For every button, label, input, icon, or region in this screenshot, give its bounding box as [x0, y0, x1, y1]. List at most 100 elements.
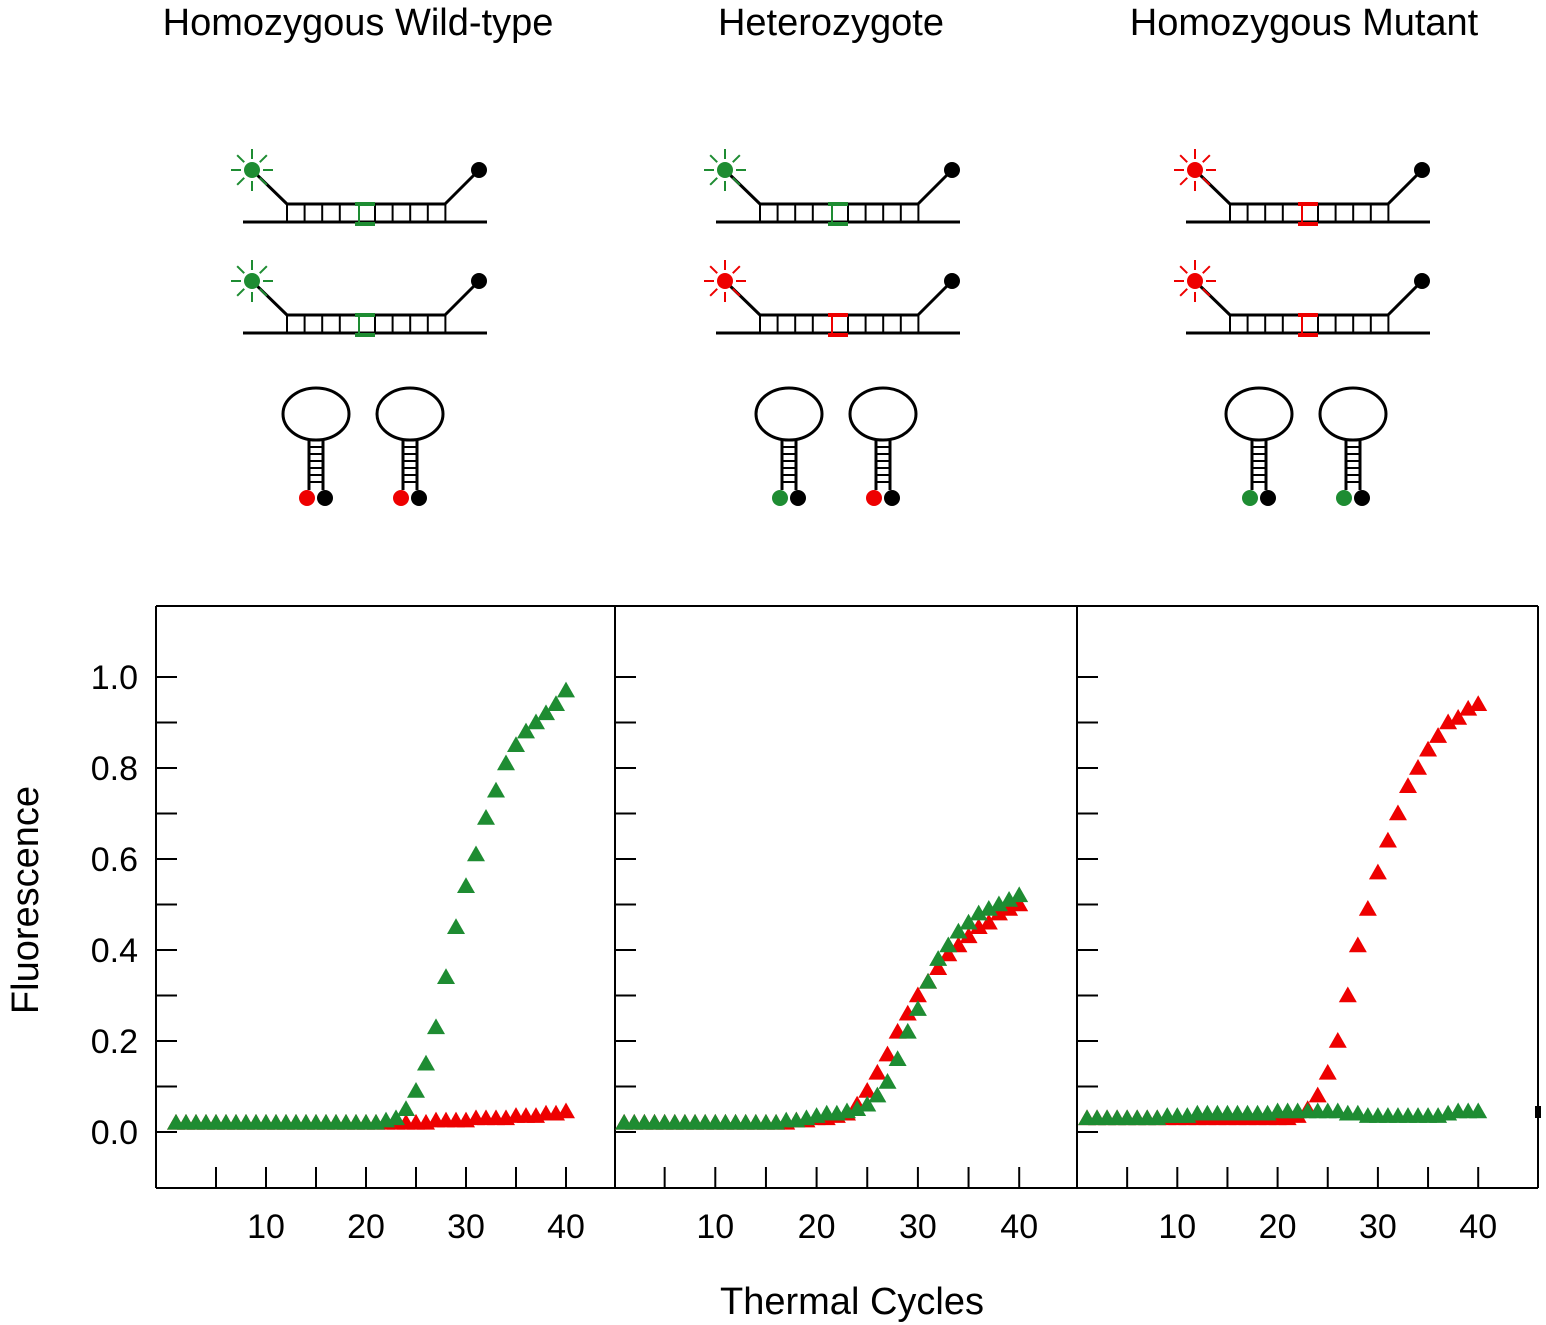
- fluorescence-burst-ray: [236, 177, 245, 186]
- beacon-fluorophore: [772, 490, 788, 506]
- data-point-triangle: [848, 1100, 867, 1116]
- x-tick-label: 30: [447, 1208, 485, 1246]
- fluorescence-burst-ray: [709, 265, 718, 274]
- free-molecular-beacon: [848, 386, 918, 506]
- beacon-loop: [848, 386, 918, 442]
- data-point-triangle: [1388, 804, 1407, 821]
- data-point-triangle: [929, 950, 948, 966]
- fluorescence-burst-ray: [709, 177, 718, 186]
- probe-arm-left: [1193, 279, 1232, 317]
- fluorescence-burst-ray: [236, 288, 245, 297]
- beacon-quencher: [790, 490, 806, 506]
- fluorescence-burst-ray: [1179, 154, 1188, 163]
- beacon-fluorophore: [1242, 490, 1258, 506]
- data-point-triangle: [1439, 713, 1458, 730]
- fluorophore: [717, 273, 733, 289]
- data-point-triangle: [989, 904, 1008, 921]
- data-point-triangle: [1449, 708, 1468, 725]
- data-point-triangle: [1338, 986, 1357, 1003]
- data-point-triangle: [467, 845, 485, 862]
- data-point-triangle: [417, 1054, 435, 1071]
- panel-title-heterozygote: Heterozygote: [717, 2, 944, 44]
- free-molecular-beacon: [1318, 386, 1388, 506]
- data-point-triangle: [989, 895, 1008, 912]
- probe-arm-right: [1386, 279, 1424, 317]
- data-point-triangle: [969, 904, 988, 921]
- data-point-triangle: [898, 1004, 917, 1021]
- data-point-triangle: [1308, 1086, 1327, 1103]
- data-point-triangle: [969, 918, 988, 934]
- fluorescence-burst-ray: [1202, 177, 1211, 186]
- panel-title-mutant: Homozygous Mutant: [1129, 2, 1479, 44]
- y-axis-title: Fluorescence: [5, 786, 47, 1014]
- quencher: [471, 273, 487, 289]
- probe-arm-left: [723, 279, 762, 317]
- free-molecular-beacon: [375, 386, 445, 506]
- fluorescence-burst-ray: [709, 154, 718, 163]
- data-point-triangle: [939, 945, 958, 962]
- data-point-triangle: [888, 1050, 907, 1066]
- data-point-triangle: [557, 681, 575, 698]
- data-point-triangle: [1419, 740, 1438, 757]
- probe-diagram-panel: [1174, 149, 1430, 506]
- x-tick-label: 10: [247, 1208, 285, 1246]
- data-point-triangle: [1000, 900, 1019, 916]
- beacon-fluorophore: [1336, 490, 1352, 506]
- free-molecular-beacon: [1224, 386, 1294, 506]
- probe-arm-left: [250, 279, 289, 317]
- fluorescence-burst-ray: [1179, 265, 1188, 274]
- fluorophore: [244, 162, 260, 178]
- data-point-triangle: [858, 1082, 877, 1098]
- data-point-triangle: [477, 809, 495, 825]
- data-point-triangle: [919, 972, 938, 989]
- data-point-triangle: [437, 968, 455, 985]
- bound-probe-hybrid: [704, 260, 960, 337]
- data-point-triangle: [547, 695, 565, 712]
- data-point-triangle: [1398, 777, 1417, 793]
- data-point-triangle: [939, 936, 958, 953]
- probe-arm-right: [916, 279, 954, 317]
- data-point-triangle: [979, 900, 998, 916]
- y-tick-label: 0.8: [91, 750, 138, 788]
- beacon-fluorophore: [866, 490, 882, 506]
- fluorescence-burst-ray: [1179, 177, 1188, 186]
- beacon-quencher: [411, 490, 427, 506]
- bound-probe-hybrid: [231, 149, 487, 226]
- data-point-triangle: [457, 877, 475, 894]
- data-point-triangle: [1000, 890, 1019, 907]
- data-point-triangle: [537, 704, 555, 721]
- quencher: [1414, 162, 1430, 178]
- data-point-triangle: [1368, 863, 1387, 880]
- beacon-quencher: [884, 490, 900, 506]
- data-point-triangle: [1010, 886, 1029, 903]
- fluorescence-burst-ray: [1202, 154, 1211, 163]
- x-tick-label: 40: [547, 1208, 585, 1246]
- data-point-triangle: [979, 913, 998, 930]
- y-tick-label: 1.0: [91, 659, 138, 697]
- data-point-triangle: [517, 722, 535, 739]
- fluorophore: [717, 162, 733, 178]
- x-tick-label: 20: [1259, 1208, 1297, 1246]
- fluorescence-burst-ray: [1179, 288, 1188, 297]
- fluorescence-burst-ray: [236, 265, 245, 274]
- probe-arm-left: [250, 168, 289, 206]
- data-point-triangle: [1429, 727, 1448, 743]
- x-tick-label: 30: [1359, 1208, 1397, 1246]
- edge-marker: [1535, 1106, 1541, 1118]
- fluorescence-burst-ray: [732, 265, 741, 274]
- probe-diagram-panel: [231, 149, 487, 506]
- probe-arm-right: [916, 168, 954, 206]
- fluorescence-burst-ray: [1202, 288, 1211, 297]
- beacon-loop: [281, 386, 351, 442]
- data-point-triangle: [1469, 1102, 1488, 1119]
- probe-diagrams: [231, 149, 1430, 506]
- data-point-triangle: [908, 986, 927, 1003]
- bound-probe-hybrid: [1174, 149, 1430, 226]
- fluorescence-burst-ray: [259, 154, 268, 163]
- data-point-triangle: [557, 1102, 575, 1119]
- y-tick-label: 0.2: [91, 1023, 138, 1061]
- free-molecular-beacon: [754, 386, 824, 506]
- fluorescence-burst-ray: [259, 265, 268, 274]
- data-point-triangle: [407, 1082, 425, 1098]
